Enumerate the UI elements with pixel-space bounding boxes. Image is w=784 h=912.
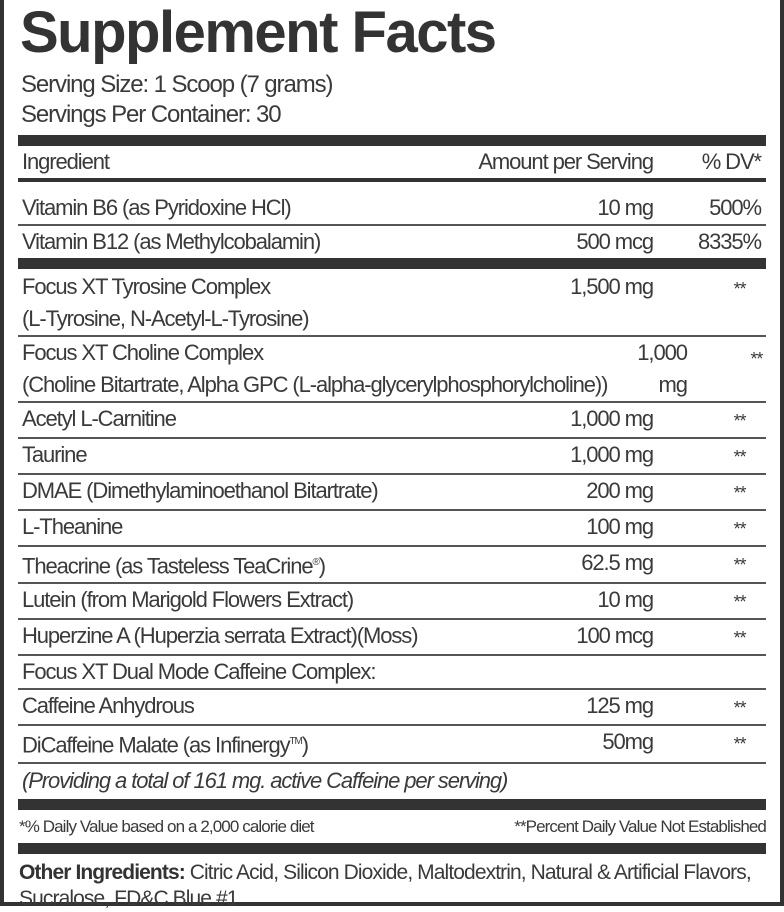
header-ingredient: Ingredient (22, 149, 110, 174)
divider (18, 545, 766, 547)
table-row: L-Theanine 100 mg ** (18, 511, 766, 545)
divider (18, 258, 766, 269)
trademark-mark: ® (312, 557, 319, 568)
table-row: Theacrine (as Tasteless TeaCrine®) 62.5 m… (18, 547, 766, 582)
header-dv: % DV* (701, 149, 762, 174)
ingredient-name: Taurine (22, 442, 88, 467)
table-row: Acetyl L-Carnitine 1,000 mg ** (18, 403, 766, 437)
divider (18, 798, 766, 810)
amount: 10 mg (597, 587, 654, 613)
paren: ) (318, 553, 326, 579)
ingredient-name: Focus XT Choline Complex (22, 340, 264, 365)
table-row: Lutein (from Marigold Flowers Extract) 10… (18, 584, 766, 618)
amount: 1,000 mg (637, 340, 688, 397)
footnotes: *% Daily Value based on a 2,000 calorie … (18, 810, 767, 843)
ingredient-name: Huperzine A (Huperzia serrata Extract)(M… (22, 623, 419, 649)
amount: 50mg (602, 729, 654, 755)
ingredient-sub: (L-Tyrosine, N-Acetyl-L-Tyrosine) (22, 306, 310, 331)
paren: ) (301, 732, 309, 758)
dv: ** (733, 734, 747, 755)
divider (18, 473, 766, 475)
divider (18, 761, 766, 764)
divider (18, 135, 766, 146)
dv: 500% (709, 195, 762, 220)
dv: 8335% (697, 229, 762, 254)
amount: 1,000 mg (570, 442, 654, 467)
ingredient-name: Focus XT Dual Mode Caffeine Complex: (22, 659, 376, 685)
divider (18, 224, 766, 226)
amount: 125 mg (586, 693, 654, 719)
divider (18, 654, 766, 657)
divider (18, 178, 766, 182)
ingredient-name: Focus XT Tyrosine Complex (22, 274, 271, 299)
ingredient-name: Vitamin B12 (as Methylcobalamin) (22, 229, 321, 254)
serving-size: Serving Size: 1 Scoop (7 grams) (21, 71, 333, 98)
table-row: Vitamin B12 (as Methylcobalamin) 500 mcg 8… (18, 226, 766, 258)
divider (18, 618, 766, 621)
amount: 10 mg (597, 195, 654, 220)
title: Supplement Facts (20, 0, 497, 65)
table-row: Focus XT Tyrosine Complex (L-Tyrosine, N-… (18, 271, 766, 335)
divider (18, 688, 766, 691)
dv: ** (733, 411, 747, 431)
dv: ** (733, 555, 747, 575)
dv: ** (733, 592, 747, 613)
other-ingredients: Other Ingredients: Citric Acid, Silicon … (18, 854, 766, 912)
header-amount: Amount per Serving (478, 149, 654, 174)
amount: 200 mg (586, 478, 654, 503)
servings-per-container: Servings Per Container: 30 (21, 101, 282, 128)
amount: 100 mg (586, 514, 654, 539)
footnote-dv: *% Daily Value based on a 2,000 calorie … (19, 816, 315, 836)
amount: 62.5 mg (581, 550, 654, 575)
dv: ** (733, 698, 747, 719)
table-row: Taurine 1,000 mg ** (18, 439, 766, 473)
table-row: DMAE (Dimethylaminoethanol Bitartrate) 20… (18, 475, 766, 509)
divider (18, 437, 766, 439)
amount: 500 mcg (576, 229, 654, 254)
table-row: Huperzine A (Huperzia serrata Extract)(M… (18, 620, 766, 654)
divider (18, 842, 766, 854)
amount: 1,000 mg (570, 406, 654, 431)
amount: 1,500 mg (570, 274, 654, 299)
dv: ** (733, 519, 747, 539)
other-ingredients-text: Citric Acid, Silicon Dioxide, Maltodextr… (19, 860, 752, 910)
caffeine-note: (Providing a total of 161 mg. active Caf… (18, 764, 766, 798)
ingredient-name: Acetyl L-Carnitine (22, 406, 177, 431)
note-text: (Providing a total of 161 mg. active Caf… (22, 767, 508, 793)
dv: ** (733, 483, 747, 503)
trademark-mark: TM (289, 736, 303, 748)
ingredient-name: DMAE (Dimethylaminoethanol Bitartrate) (22, 478, 379, 503)
dv: ** (733, 447, 747, 467)
divider (18, 724, 766, 727)
ingredient-name: Vitamin B6 (as Pyridoxine HCl) (22, 195, 292, 220)
dv: ** (733, 279, 747, 299)
ingredient-name: DiCaffeine Malate (as Infinergy (22, 732, 291, 758)
table-row: DiCaffeine Malate (as InfinergyTM) 50mg ** (18, 726, 766, 761)
ingredient-name: L-Theanine (22, 514, 123, 539)
dv: ** (750, 349, 764, 369)
footnote-not-established: **Percent Daily Value Not Established (514, 816, 767, 836)
divider (18, 509, 766, 511)
amount: 100 mcg (576, 623, 654, 649)
divider (18, 582, 766, 585)
divider (18, 335, 766, 337)
table-row: Caffeine Anhydrous 125 mg ** (18, 690, 766, 724)
caffeine-complex-header: Focus XT Dual Mode Caffeine Complex: (18, 656, 766, 688)
ingredient-sub: (Choline Bitartrate, Alpha GPC (L-alpha-… (22, 372, 608, 397)
ingredient-name: Theacrine (as Tasteless TeaCrine (22, 553, 314, 579)
table-row: Focus XT Choline Complex (Choline Bitartr… (18, 337, 766, 401)
table-row: Vitamin B6 (as Pyridoxine HCl) 10 mg 500% (18, 192, 766, 224)
table-header: Ingredient Amount per Serving % DV* (18, 146, 766, 178)
other-ingredients-label: Other Ingredients: (19, 860, 186, 884)
dv: ** (733, 628, 747, 649)
ingredient-name: Caffeine Anhydrous (22, 693, 195, 719)
divider (18, 401, 766, 403)
ingredient-name: Lutein (from Marigold Flowers Extract) (22, 587, 354, 613)
